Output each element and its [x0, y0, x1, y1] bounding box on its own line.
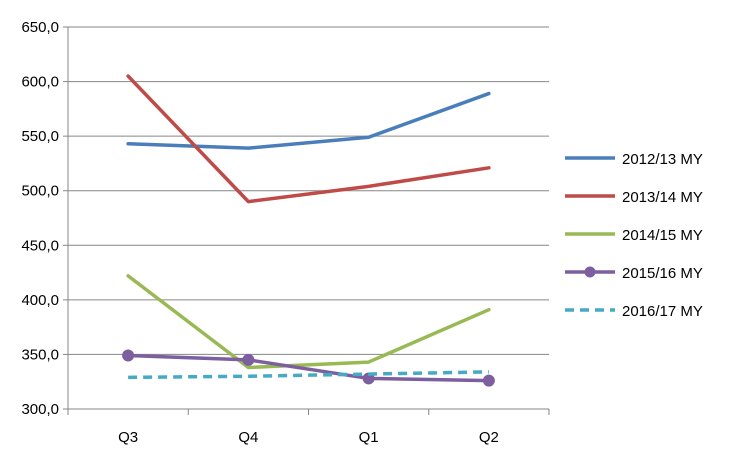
series-point	[122, 349, 135, 362]
gridlines	[68, 26, 549, 355]
y-tick-label: 450,0	[21, 237, 59, 254]
legend-label: 2012/13 MY	[622, 151, 703, 168]
y-tick-label: 500,0	[21, 183, 59, 200]
series-line-2	[126, 74, 491, 204]
axes	[63, 26, 550, 415]
legend-label: 2015/16 MY	[622, 265, 703, 282]
series-line-5	[128, 370, 489, 380]
x-tick-label: Q4	[238, 429, 258, 446]
y-tick-label: 600,0	[21, 74, 59, 91]
series-line-4	[126, 353, 491, 383]
legend-label: 2013/14 MY	[622, 189, 703, 206]
y-tick-label: 300,0	[21, 401, 59, 418]
series-lines	[122, 74, 495, 387]
series-point	[482, 374, 495, 387]
series-line-1	[126, 91, 491, 150]
legend-marker	[584, 266, 596, 278]
series-line-3	[126, 274, 491, 370]
y-axis-tick-labels: 300,0 350,0 400,0 450,0 500,0 550,0 600,0 650,0	[21, 19, 59, 418]
x-tick-label: Q2	[479, 429, 499, 446]
x-tick-label: Q3	[118, 429, 138, 446]
y-tick-label: 550,0	[21, 128, 59, 145]
x-tick-label: Q1	[359, 429, 379, 446]
legend: 2012/13 MY 2013/14 MY 2014/15 MY 2015/16 MY…	[565, 151, 703, 320]
y-tick-label: 650,0	[21, 19, 59, 36]
legend-label: 2016/17 MY	[622, 303, 703, 320]
y-tick-label: 400,0	[21, 292, 59, 309]
x-axis-tick-labels: Q3 Q4 Q1 Q2	[118, 429, 499, 446]
series-point	[242, 353, 255, 366]
y-tick-label: 350,0	[21, 346, 59, 363]
legend-label: 2014/15 MY	[622, 227, 703, 244]
